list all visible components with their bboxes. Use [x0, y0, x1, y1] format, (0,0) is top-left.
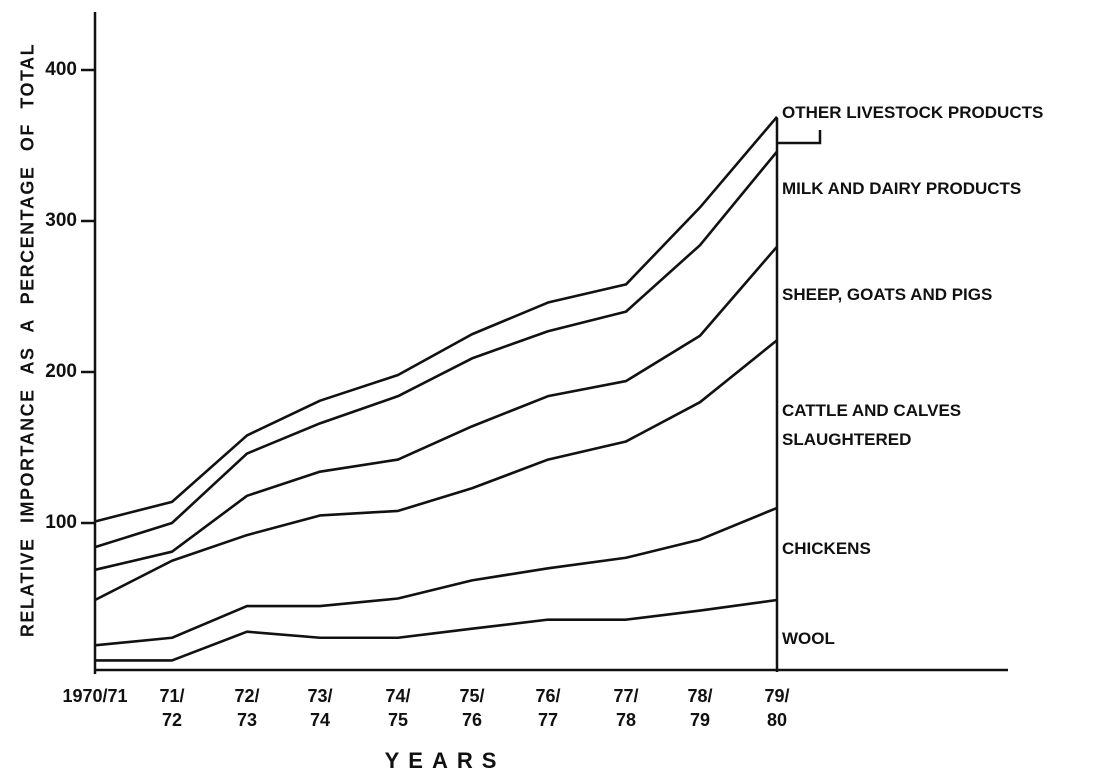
y-tick-label: 100: [45, 512, 77, 533]
x-axis-title: YEARS: [384, 748, 506, 773]
series-label: CATTLE AND CALVES SLAUGHTERED: [782, 401, 962, 449]
series-line: [94, 245, 778, 572]
series-label: WOOL: [782, 629, 835, 648]
x-tick-label: 79/ 80: [764, 686, 790, 730]
series-line: [94, 150, 779, 549]
x-tick-label: 71/ 72: [159, 686, 185, 730]
y-tick-label: 300: [45, 210, 77, 231]
series-line: [94, 339, 778, 602]
series-line: [94, 115, 778, 523]
x-tick-label: 1970/71: [62, 686, 128, 706]
series-label: SHEEP, GOATS AND PIGS: [782, 285, 993, 304]
label-bracket: [777, 130, 822, 145]
series-label: CHICKENS: [782, 539, 871, 558]
y-tick-label: 200: [45, 361, 77, 382]
x-tick-label: 72/ 73: [234, 686, 260, 730]
x-tick-label: 74/ 75: [385, 686, 411, 730]
x-tick-label: 75/ 76: [459, 686, 485, 730]
y-axis-title: RELATIVE IMPORTANCE AS A PERCENTAGE OF T…: [17, 42, 38, 638]
x-tick-label: 78/ 79: [687, 686, 713, 730]
series-label: MILK AND DAIRY PRODUCTS: [782, 179, 1022, 198]
y-tick-label: 400: [45, 59, 77, 80]
x-tick-label: 73/ 74: [307, 686, 333, 730]
series-label: OTHER LIVESTOCK PRODUCTS: [782, 103, 1044, 122]
series-line: [94, 506, 778, 647]
x-tick-label: 76/ 77: [535, 686, 561, 730]
x-tick-label: 77/ 78: [613, 686, 639, 730]
series-line: [95, 598, 778, 662]
